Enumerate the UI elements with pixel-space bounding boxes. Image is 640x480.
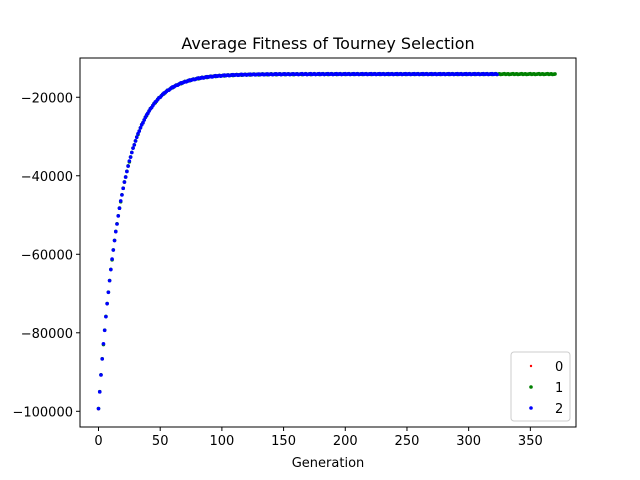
plot-frame [79, 57, 577, 428]
data-point [134, 135, 139, 139]
data-point [101, 341, 106, 346]
data-point [142, 118, 146, 122]
x-tick-label: 50 [152, 434, 169, 449]
data-point [112, 238, 117, 243]
axes: 0 50 100 150 200 250 300 350 −100000 −80000 −60000… [12, 91, 542, 449]
data-point [137, 129, 142, 133]
data-point [131, 146, 135, 150]
data-point [96, 406, 101, 411]
data-point [97, 390, 102, 394]
data-point [553, 72, 557, 76]
data-point [117, 206, 122, 211]
y-tick-label: −100000 [12, 405, 73, 420]
data-point [100, 357, 105, 361]
data-point [111, 248, 116, 252]
data-point [109, 267, 113, 272]
data-point [110, 257, 114, 261]
x-tick-label: 350 [518, 434, 543, 449]
data-point [125, 169, 129, 174]
data-point [115, 222, 119, 226]
legend-label: 1 [555, 381, 563, 396]
x-tick-label: 100 [209, 434, 234, 449]
data-point [126, 164, 130, 168]
legend: 0 1 2 [510, 351, 571, 422]
x-axis-label: Generation [292, 456, 365, 471]
data-point [113, 229, 118, 234]
data-point [120, 193, 124, 197]
data-point [138, 126, 143, 130]
y-tick-label: −20000 [21, 91, 73, 106]
data-point [102, 328, 107, 333]
legend-label: 2 [555, 402, 563, 417]
data-point [141, 121, 145, 125]
data-point [116, 214, 121, 218]
data-point [123, 175, 128, 179]
data-point [99, 373, 103, 377]
legend-marker [529, 385, 533, 389]
data-point [127, 159, 132, 163]
data-point [118, 199, 123, 203]
data-point [107, 278, 112, 283]
data-point [128, 155, 133, 159]
x-tick-label: 250 [395, 434, 420, 449]
y-tick-label: −40000 [21, 170, 73, 185]
data-point [130, 150, 134, 155]
x-tick-label: 0 [94, 434, 102, 449]
legend-marker [529, 364, 533, 368]
data-point [495, 72, 499, 77]
data-point [106, 290, 111, 295]
legend-label: 0 [555, 360, 563, 375]
data-point [122, 180, 127, 184]
x-tick-label: 150 [271, 434, 296, 449]
legend-marker [529, 406, 533, 410]
series-2-points [96, 71, 499, 411]
x-tick-label: 200 [333, 434, 358, 449]
data-point [133, 139, 138, 143]
data-point [104, 314, 108, 319]
data-point [121, 186, 125, 191]
chart-title: Average Fitness of Tourney Selection [181, 34, 474, 53]
data-point [132, 143, 137, 147]
y-tick-label: −80000 [21, 327, 73, 342]
plot-marks [96, 71, 557, 411]
legend-box [510, 351, 571, 422]
data-point [105, 301, 109, 306]
y-tick-label: −60000 [21, 248, 73, 263]
x-tick-label: 300 [456, 434, 481, 449]
